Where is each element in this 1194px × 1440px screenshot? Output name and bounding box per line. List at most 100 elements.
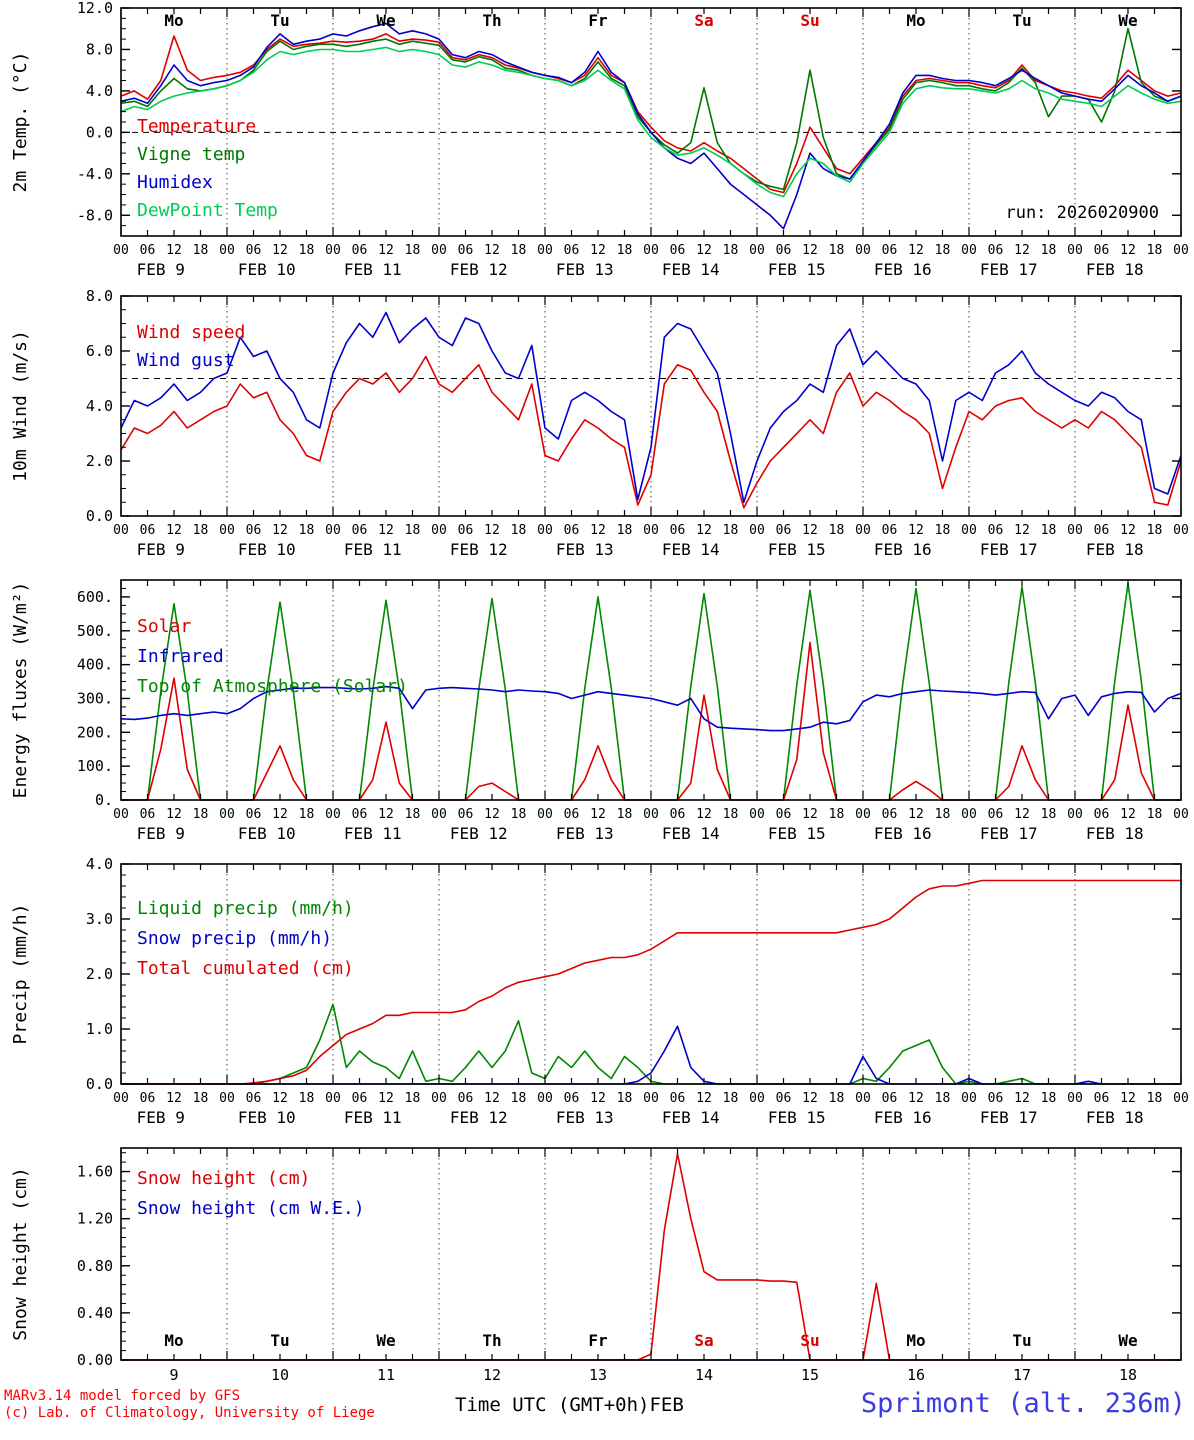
hour-label: 12 xyxy=(590,1091,606,1106)
day-number-label: 9 xyxy=(169,1366,178,1384)
legend-temperature: Temperature xyxy=(137,116,256,137)
hour-label: 12 xyxy=(696,243,712,258)
hour-label: 06 xyxy=(670,807,686,822)
hour-label: 18 xyxy=(617,523,633,538)
day-number-label: 18 xyxy=(1119,1366,1137,1384)
hour-label: 18 xyxy=(829,1091,845,1106)
hour-label: 06 xyxy=(140,807,156,822)
hour-label: 18 xyxy=(193,1091,209,1106)
panel-energy-fluxes: 600.500.400.300.200.100.0.00 06 12 18 00 06 12… xyxy=(10,579,1189,843)
hour-label: 06 xyxy=(776,807,792,822)
hour-label: 00 xyxy=(855,523,871,538)
hour-label: 06 xyxy=(564,523,580,538)
dow-label-we: We xyxy=(1118,11,1137,30)
dow-label-mo: Mo xyxy=(906,11,925,30)
hour-label: 18 xyxy=(829,243,845,258)
hour-label: 06 xyxy=(458,523,474,538)
series-humidex-line xyxy=(120,22,1182,230)
date-label: FEB 17 xyxy=(980,540,1038,559)
y-tick-label: 1.60 xyxy=(77,1163,113,1181)
dow-label-sa: Sa xyxy=(694,11,713,30)
hour-label: 06 xyxy=(776,243,792,258)
hour-label: 00 xyxy=(855,243,871,258)
y-tick-label: 0. xyxy=(95,791,113,809)
y-tick-label: 0.80 xyxy=(77,1257,113,1275)
legend-snowprecip: Snow precip (mm/h) xyxy=(137,928,332,949)
hour-label: 18 xyxy=(723,807,739,822)
model-credit-line1: MARv3.14 model forced by GFS xyxy=(4,1388,241,1404)
hour-label: 06 xyxy=(352,1091,368,1106)
y-tick-label: 200. xyxy=(77,723,113,741)
hour-label: 06 xyxy=(882,1091,898,1106)
day-number-label: 16 xyxy=(907,1366,925,1384)
hour-label: 06 xyxy=(352,523,368,538)
legend-snowheight: Snow height (cm) xyxy=(137,1168,310,1189)
date-label: FEB 15 xyxy=(768,540,826,559)
hour-label: 18 xyxy=(511,807,527,822)
dow-label-tu: Tu xyxy=(270,1331,289,1350)
hour-label: 18 xyxy=(829,807,845,822)
dow-label-tu: Tu xyxy=(1012,1331,1031,1350)
hour-label: 18 xyxy=(299,523,315,538)
hour-label: 00 xyxy=(749,1091,765,1106)
hour-label: 00 xyxy=(1173,523,1189,538)
hour-label: 12 xyxy=(908,523,924,538)
hour-label: 18 xyxy=(511,1091,527,1106)
hour-label: 18 xyxy=(299,243,315,258)
date-label: FEB 13 xyxy=(556,824,614,843)
date-label: FEB 12 xyxy=(450,824,508,843)
hour-label: 00 xyxy=(1173,243,1189,258)
hour-label: 12 xyxy=(272,1091,288,1106)
hour-label: 06 xyxy=(882,243,898,258)
hour-label: 00 xyxy=(113,523,129,538)
hour-label: 06 xyxy=(458,243,474,258)
hour-label: 18 xyxy=(617,243,633,258)
hour-label: 18 xyxy=(511,523,527,538)
dow-label-we: We xyxy=(376,1331,395,1350)
date-label: FEB 9 xyxy=(137,824,185,843)
hour-label: 18 xyxy=(193,807,209,822)
hour-label: 12 xyxy=(484,1091,500,1106)
date-label: FEB 12 xyxy=(450,260,508,279)
y-tick-label: 6.0 xyxy=(86,342,113,360)
hour-label: 00 xyxy=(749,243,765,258)
hour-label: 12 xyxy=(802,1091,818,1106)
hour-label: 12 xyxy=(908,243,924,258)
hour-label: 18 xyxy=(405,807,421,822)
date-label: FEB 18 xyxy=(1086,540,1144,559)
hour-label: 00 xyxy=(537,1091,553,1106)
panel-precip: 4.03.02.01.00.000 06 12 18 00 06 12 18 00 06 12 18 0… xyxy=(10,858,1189,1127)
hour-label: 00 xyxy=(855,1091,871,1106)
y-tick-label: 4.0 xyxy=(86,397,113,415)
y-tick-label: -8.0 xyxy=(77,206,113,224)
hour-label: 12 xyxy=(1120,523,1136,538)
model-credit-line2: (c) Lab. of Climatology, University of L… xyxy=(4,1405,375,1421)
date-label: FEB 14 xyxy=(662,540,720,559)
hour-label: 18 xyxy=(723,243,739,258)
hour-label: 00 xyxy=(219,243,235,258)
dow-label-su: Su xyxy=(800,11,819,30)
hour-label: 06 xyxy=(352,243,368,258)
footer: MARv3.14 model forced by GFS (c) Lab. of… xyxy=(0,1386,1194,1440)
hour-label: 00 xyxy=(325,523,341,538)
hour-label: 12 xyxy=(378,1091,394,1106)
y-tick-label: 0.00 xyxy=(77,1351,113,1369)
date-label: FEB 16 xyxy=(874,824,932,843)
hour-label: 18 xyxy=(299,807,315,822)
series-temperature-line xyxy=(120,33,1182,194)
hour-label: 06 xyxy=(670,1091,686,1106)
legend-infrared: Infrared xyxy=(137,646,224,667)
hour-label: 18 xyxy=(1147,243,1163,258)
hour-label: 00 xyxy=(1067,243,1083,258)
date-label: FEB 14 xyxy=(662,1108,720,1127)
hour-label: 06 xyxy=(882,523,898,538)
hour-label: 18 xyxy=(299,1091,315,1106)
hour-label: 12 xyxy=(908,807,924,822)
y-axis-title: Precip (mm/h) xyxy=(10,904,31,1045)
date-label: FEB 10 xyxy=(238,260,296,279)
hour-label: 00 xyxy=(961,807,977,822)
dow-label-we: We xyxy=(376,11,395,30)
hour-label: 06 xyxy=(140,1091,156,1106)
legend-cumulated: Total cumulated (cm) xyxy=(137,958,354,979)
y-tick-label: 500. xyxy=(77,622,113,640)
